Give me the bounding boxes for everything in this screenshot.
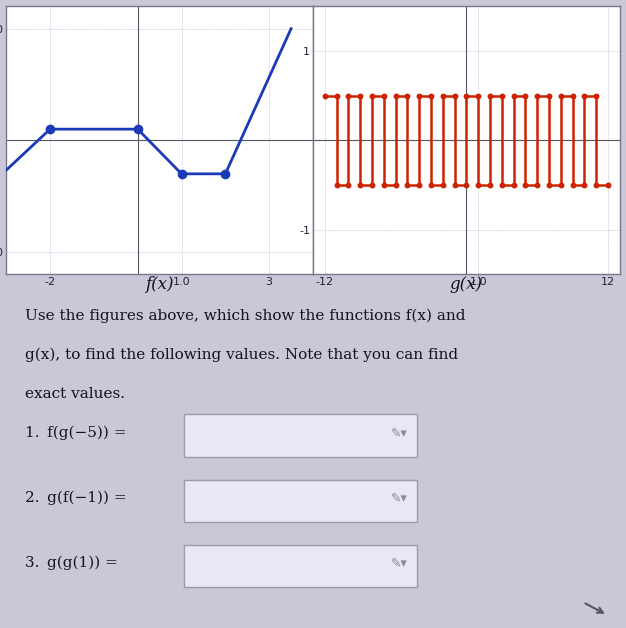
Point xyxy=(403,180,413,190)
Point xyxy=(379,180,389,190)
Point xyxy=(461,90,471,100)
Point xyxy=(391,90,401,100)
Point xyxy=(320,90,330,100)
Point xyxy=(579,90,589,100)
Point xyxy=(591,180,601,190)
Point xyxy=(520,180,530,190)
Point xyxy=(497,180,507,190)
Point xyxy=(449,90,459,100)
Bar xyxy=(184,480,418,522)
Point xyxy=(367,180,377,190)
Point xyxy=(414,180,424,190)
Point xyxy=(379,90,389,100)
Point xyxy=(426,90,436,100)
Text: ✎▾: ✎▾ xyxy=(391,491,408,504)
Point xyxy=(473,180,483,190)
Text: g(x): g(x) xyxy=(450,276,483,293)
Point xyxy=(497,90,507,100)
Point xyxy=(556,90,566,100)
Bar xyxy=(184,414,418,457)
Text: 2. g(f(−1)) =: 2. g(f(−1)) = xyxy=(24,490,131,505)
Point xyxy=(426,180,436,190)
Point xyxy=(461,180,471,190)
Point xyxy=(414,90,424,100)
Point xyxy=(355,90,365,100)
Point xyxy=(485,180,495,190)
Point xyxy=(591,90,601,100)
Point xyxy=(367,90,377,100)
Point xyxy=(332,180,342,190)
Point xyxy=(532,90,542,100)
Bar xyxy=(184,545,418,587)
Point xyxy=(579,180,589,190)
Point xyxy=(520,90,530,100)
Point xyxy=(544,180,554,190)
Point xyxy=(438,180,448,190)
Point xyxy=(403,90,413,100)
Point xyxy=(473,90,483,100)
Text: g(x), to find the following values. Note that you can find: g(x), to find the following values. Note… xyxy=(24,347,458,362)
Point xyxy=(508,90,518,100)
Point xyxy=(438,90,448,100)
Text: exact values.: exact values. xyxy=(24,387,125,401)
Text: ✎▾: ✎▾ xyxy=(391,556,408,570)
Text: 3. g(g(1)) =: 3. g(g(1)) = xyxy=(24,556,123,570)
Point xyxy=(344,180,354,190)
Text: ✎▾: ✎▾ xyxy=(391,426,408,439)
Point xyxy=(391,180,401,190)
Text: 1. f(g(−5)) =: 1. f(g(−5)) = xyxy=(24,425,131,440)
Point xyxy=(355,180,365,190)
Point xyxy=(544,90,554,100)
Point xyxy=(485,90,495,100)
Point xyxy=(449,180,459,190)
Point xyxy=(344,90,354,100)
Text: Use the figures above, which show the functions f(x) and: Use the figures above, which show the fu… xyxy=(24,308,465,323)
Point xyxy=(332,90,342,100)
Text: f(x): f(x) xyxy=(145,276,174,293)
Point xyxy=(568,180,578,190)
Point xyxy=(532,180,542,190)
Point xyxy=(556,180,566,190)
Point xyxy=(568,90,578,100)
Point xyxy=(508,180,518,190)
Point xyxy=(603,180,613,190)
